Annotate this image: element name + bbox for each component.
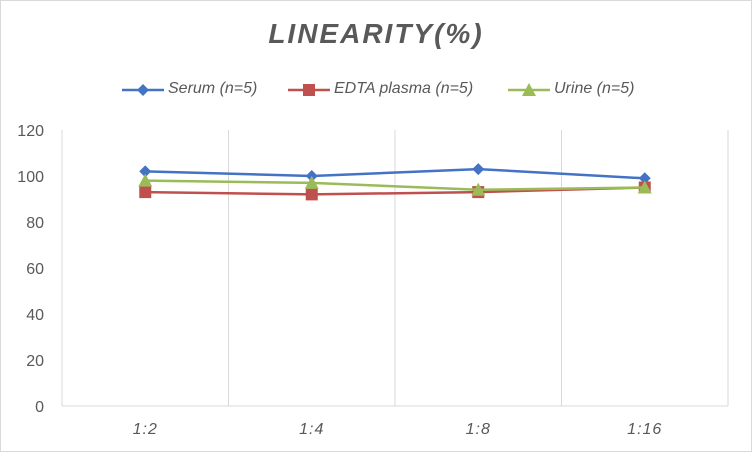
legend: Serum (n=5) EDTA plasma (n=5) Urine (n=5… bbox=[0, 78, 752, 102]
legend-swatch-serum bbox=[122, 84, 164, 96]
x-tick-label: 1:8 bbox=[466, 421, 491, 438]
series-line-2 bbox=[145, 179, 645, 192]
legend-label-serum: Serum (n=5) bbox=[168, 80, 258, 97]
data-point-series-2 bbox=[138, 173, 153, 187]
chart-title: LINEARITY(%) bbox=[268, 18, 484, 49]
data-point-series-1 bbox=[305, 188, 318, 201]
legend-label-urine: Urine (n=5) bbox=[554, 80, 635, 97]
x-tick-label: 1:2 bbox=[133, 421, 158, 438]
legend-swatch-urine bbox=[508, 83, 550, 96]
y-tick-label: 60 bbox=[26, 261, 44, 278]
data-point-series-0 bbox=[139, 165, 152, 178]
data-point-series-1 bbox=[139, 186, 152, 199]
series-line-0 bbox=[145, 167, 645, 180]
y-tick-label: 120 bbox=[17, 123, 44, 140]
legend-marker bbox=[522, 83, 536, 96]
y-tick-label: 40 bbox=[26, 307, 44, 324]
y-tick-label: 80 bbox=[26, 215, 44, 232]
data-point-series-2 bbox=[471, 182, 486, 196]
legend-label-edta-plasma: EDTA plasma (n=5) bbox=[334, 80, 474, 97]
x-tick-label: 1:16 bbox=[627, 421, 662, 438]
data-point-series-2 bbox=[637, 180, 652, 194]
legend-swatch-edta-plasma bbox=[288, 84, 330, 96]
data-point-series-0 bbox=[472, 163, 485, 176]
y-tick-label: 100 bbox=[17, 169, 44, 186]
data-point-series-0 bbox=[638, 172, 651, 185]
x-tick-label: 1:4 bbox=[299, 421, 324, 438]
y-tick-label: 0 bbox=[35, 399, 44, 416]
legend-marker bbox=[303, 84, 315, 96]
y-tick-label: 20 bbox=[26, 353, 44, 370]
data-point-series-2 bbox=[304, 175, 319, 189]
legend-marker bbox=[137, 84, 149, 96]
